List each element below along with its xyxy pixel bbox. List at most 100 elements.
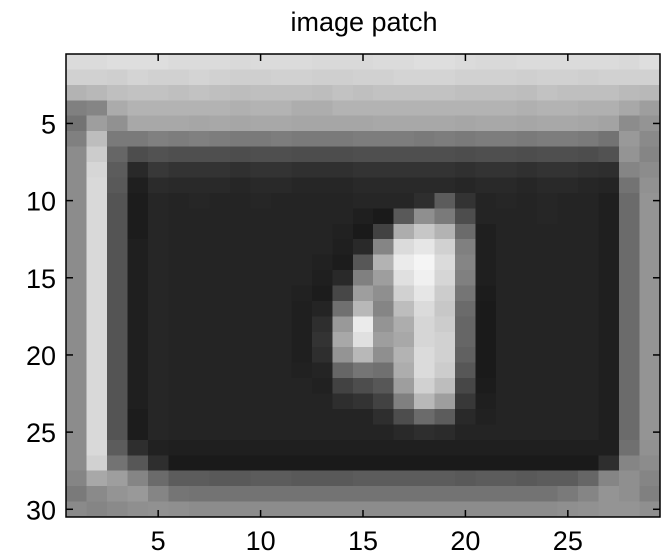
heatmap-cell bbox=[639, 424, 661, 441]
heatmap-cell bbox=[455, 486, 477, 503]
heatmap-cell bbox=[147, 470, 170, 487]
heatmap-cell bbox=[639, 69, 661, 86]
heatmap-cell bbox=[352, 100, 374, 117]
heatmap-cell bbox=[270, 239, 292, 256]
heatmap-cell bbox=[434, 54, 456, 71]
heatmap-cell bbox=[639, 347, 661, 364]
heatmap-cell bbox=[106, 115, 129, 132]
heatmap-cell bbox=[86, 393, 108, 410]
heatmap-cell bbox=[414, 455, 436, 472]
heatmap-cell bbox=[496, 285, 518, 302]
heatmap-cell bbox=[127, 408, 149, 425]
heatmap-cell bbox=[332, 378, 354, 395]
heatmap-cell bbox=[127, 131, 149, 148]
heatmap-cell bbox=[434, 316, 456, 333]
heatmap-cell bbox=[352, 316, 374, 333]
heatmap-cell bbox=[209, 54, 231, 71]
heatmap-cell bbox=[393, 362, 415, 379]
heatmap-cell bbox=[66, 378, 88, 395]
heatmap-cell bbox=[270, 393, 292, 410]
heatmap-cell bbox=[639, 177, 661, 194]
heatmap-cell bbox=[598, 486, 620, 503]
heatmap-cell bbox=[332, 100, 354, 117]
heatmap-cell bbox=[373, 223, 395, 240]
heatmap-cell bbox=[639, 316, 661, 333]
heatmap-cell bbox=[598, 69, 620, 86]
heatmap-cell bbox=[291, 331, 313, 348]
heatmap-cell bbox=[475, 115, 497, 132]
heatmap-cell bbox=[229, 254, 251, 271]
heatmap-cell bbox=[209, 254, 231, 271]
heatmap-cell bbox=[619, 239, 641, 256]
heatmap-cell bbox=[311, 239, 333, 256]
heatmap-cell bbox=[537, 455, 559, 472]
heatmap-cell bbox=[496, 300, 518, 317]
heatmap-cell bbox=[86, 424, 108, 441]
heatmap-cell bbox=[516, 378, 538, 395]
heatmap-cell bbox=[291, 69, 313, 86]
heatmap-cell bbox=[250, 439, 272, 456]
heatmap-cell bbox=[516, 470, 538, 487]
heatmap-cell bbox=[250, 162, 272, 179]
heatmap-cell bbox=[434, 300, 456, 317]
heatmap-cell bbox=[86, 54, 108, 71]
heatmap-cell bbox=[414, 208, 436, 225]
heatmap-cell bbox=[455, 285, 477, 302]
heatmap-cell bbox=[639, 486, 661, 503]
heatmap-cell bbox=[311, 439, 333, 456]
heatmap-cell bbox=[188, 84, 210, 101]
heatmap-cell bbox=[332, 501, 354, 518]
heatmap-cell bbox=[66, 254, 88, 271]
heatmap-cell bbox=[127, 69, 149, 86]
heatmap-cell bbox=[168, 439, 190, 456]
heatmap-cell bbox=[86, 439, 108, 456]
heatmap-cell bbox=[352, 300, 374, 317]
heatmap-cell bbox=[209, 84, 231, 101]
heatmap-cell bbox=[434, 239, 456, 256]
heatmap-cell bbox=[86, 316, 108, 333]
heatmap-cell bbox=[209, 408, 231, 425]
heatmap-cell bbox=[434, 208, 456, 225]
heatmap-cell bbox=[475, 100, 497, 117]
heatmap-cell bbox=[168, 408, 190, 425]
heatmap-cell bbox=[127, 378, 149, 395]
y-tick-label: 25 bbox=[26, 418, 56, 448]
heatmap-cell bbox=[393, 270, 415, 287]
heatmap-cell bbox=[147, 439, 170, 456]
heatmap-cell bbox=[496, 424, 518, 441]
heatmap-cell bbox=[66, 69, 88, 86]
heatmap-cell bbox=[291, 100, 313, 117]
heatmap-cell bbox=[578, 378, 600, 395]
heatmap-cell bbox=[393, 54, 415, 71]
heatmap-cell bbox=[229, 146, 251, 163]
heatmap-cell bbox=[311, 300, 333, 317]
heatmap-cell bbox=[496, 131, 518, 148]
heatmap-cell bbox=[66, 131, 88, 148]
heatmap-cell bbox=[147, 100, 170, 117]
heatmap-cell bbox=[373, 408, 395, 425]
heatmap-cell bbox=[516, 455, 538, 472]
heatmap-cell bbox=[352, 84, 374, 101]
heatmap-cell bbox=[168, 177, 190, 194]
heatmap-cell bbox=[127, 208, 149, 225]
heatmap-cell bbox=[250, 208, 272, 225]
heatmap-cell bbox=[209, 486, 231, 503]
heatmap-cell bbox=[311, 69, 333, 86]
heatmap-cell bbox=[516, 69, 538, 86]
heatmap-cell bbox=[598, 146, 620, 163]
heatmap-cell bbox=[516, 177, 538, 194]
heatmap-cell bbox=[209, 300, 231, 317]
heatmap-cell bbox=[434, 501, 456, 518]
heatmap-cell bbox=[147, 408, 170, 425]
heatmap-cell bbox=[106, 285, 129, 302]
heatmap-cell bbox=[537, 192, 559, 209]
heatmap-cell bbox=[127, 470, 149, 487]
heatmap-cell bbox=[147, 115, 170, 132]
heatmap-cell bbox=[414, 146, 436, 163]
heatmap-cell bbox=[557, 192, 579, 209]
heatmap-cell bbox=[188, 146, 210, 163]
heatmap-cell bbox=[229, 316, 251, 333]
heatmap-cell bbox=[168, 347, 190, 364]
heatmap-cell bbox=[311, 501, 333, 518]
heatmap-cell bbox=[250, 177, 272, 194]
